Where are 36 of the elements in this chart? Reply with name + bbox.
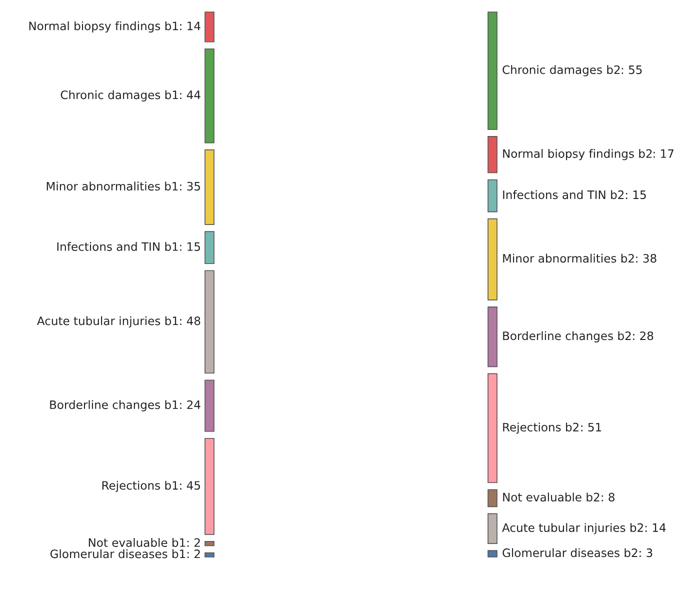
data-label: : 45 [180,481,200,490]
data-label: : 24 [180,400,200,409]
data-label: : 51 [581,422,602,432]
category-label: Acute tubular injuries b2 [502,523,643,534]
category-label: Infections and TIN b1 [57,242,178,251]
category-label: Glomerular diseases b2 [502,548,638,558]
data-label: : 44 [180,90,200,100]
data-label: : 15 [180,242,200,251]
category-label: Normal biopsy findings b1 [29,21,178,33]
category-label: Rejections b2 [503,422,578,434]
category-label: Chronic damages b1 [60,90,178,102]
data-label: : 17 [654,149,674,158]
data-label: : 15 [626,190,646,200]
category-label: Not evaluable b2 [503,492,600,502]
category-label: Chronic damages b2 [502,65,620,76]
data-label: : 2 [187,538,200,547]
category-label: Minor abnormalities b2 [503,254,634,263]
data-label: : 35 [180,182,200,191]
category-label: Borderline changes b1 [50,400,178,412]
category-label: Acute tubular injuries b1 [36,316,178,328]
data-label: : 14 [180,22,200,30]
data-label: : 2 [187,549,200,558]
category-label: Infections and TIN b2 [503,190,624,200]
data-label: : 8 [602,492,614,502]
category-label: Normal biopsy findings b2 [503,149,652,160]
data-label: : 14 [645,523,666,532]
category-label: Not evaluable b1 [88,538,186,547]
category-label: Minor abnormalities b1 [46,182,178,191]
data-label: : 48 [180,316,200,326]
data-label: : 28 [633,331,654,340]
data-label: : 3 [640,548,652,558]
category-label: Rejections b1 [102,480,178,492]
data-label: : 55 [622,66,642,74]
category-label: Glomerular diseases b1 [50,549,186,558]
data-label: : 38 [636,254,656,263]
category-label: Borderline changes b2 [503,331,631,342]
